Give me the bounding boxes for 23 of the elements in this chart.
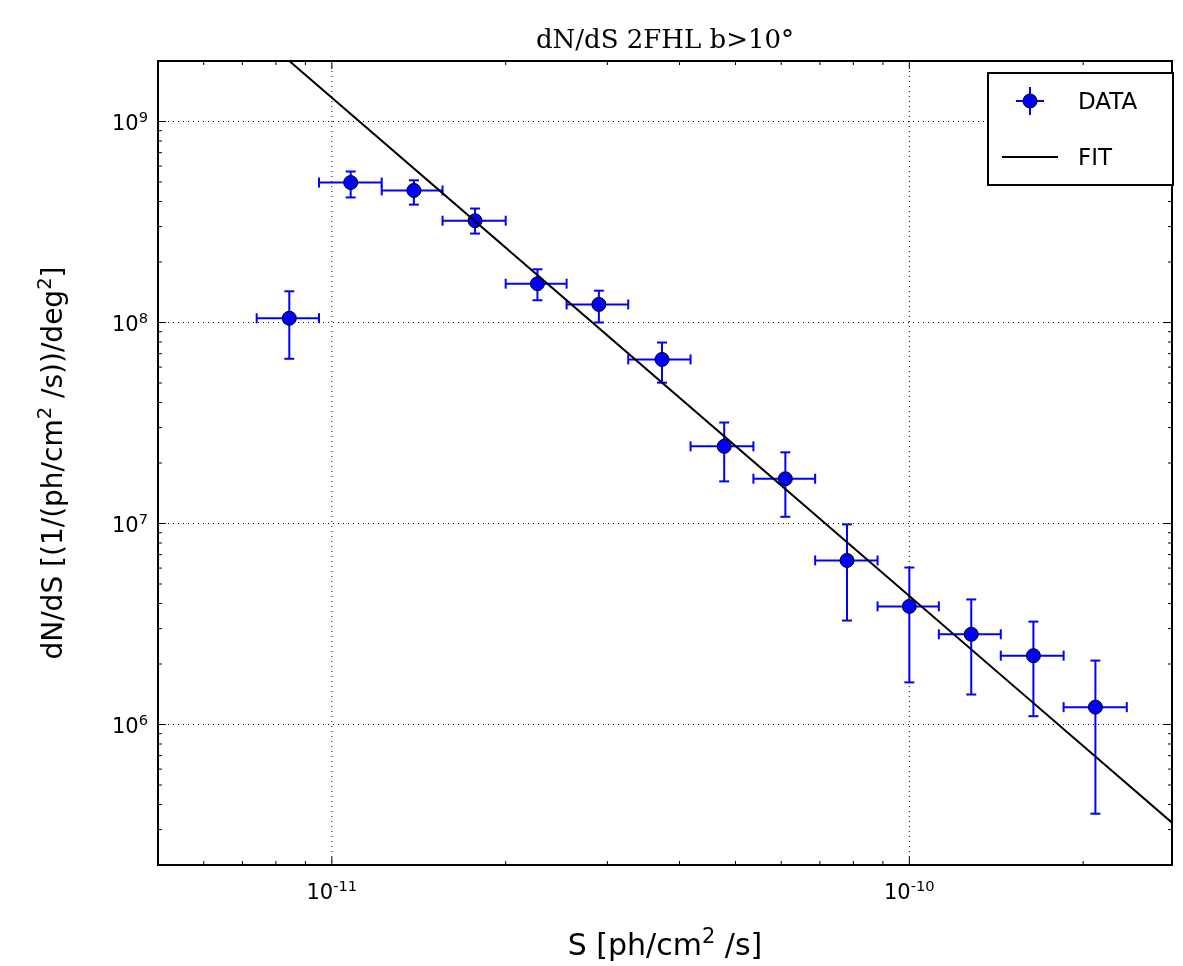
chart-title: dN/dS 2FHL b>10° xyxy=(535,24,795,54)
point xyxy=(1087,699,1103,715)
point xyxy=(963,626,979,642)
y-tick-label: 10$^{7}$ xyxy=(111,509,148,537)
point xyxy=(343,175,359,191)
point xyxy=(839,552,855,568)
y-tick-label: 10$^{9}$ xyxy=(111,107,148,135)
x-axis-title: S [ph/cm$^{2}$ /s] xyxy=(567,924,763,962)
point xyxy=(281,310,297,326)
legend-label: DATA xyxy=(1078,88,1138,114)
legend-label: FIT xyxy=(1078,144,1114,170)
y-tick-label: 10$^{8}$ xyxy=(111,308,148,336)
x-tick-label: 10$^{-10}$ xyxy=(883,876,935,904)
point xyxy=(406,182,422,198)
point xyxy=(529,276,545,292)
point xyxy=(777,471,793,487)
point xyxy=(716,438,732,454)
point xyxy=(901,598,917,614)
point xyxy=(654,351,670,367)
y-tick-label: 10$^{6}$ xyxy=(111,710,148,738)
point xyxy=(591,296,607,312)
point xyxy=(1025,648,1041,664)
x-tick-label: 10$^{-11}$ xyxy=(306,876,358,904)
